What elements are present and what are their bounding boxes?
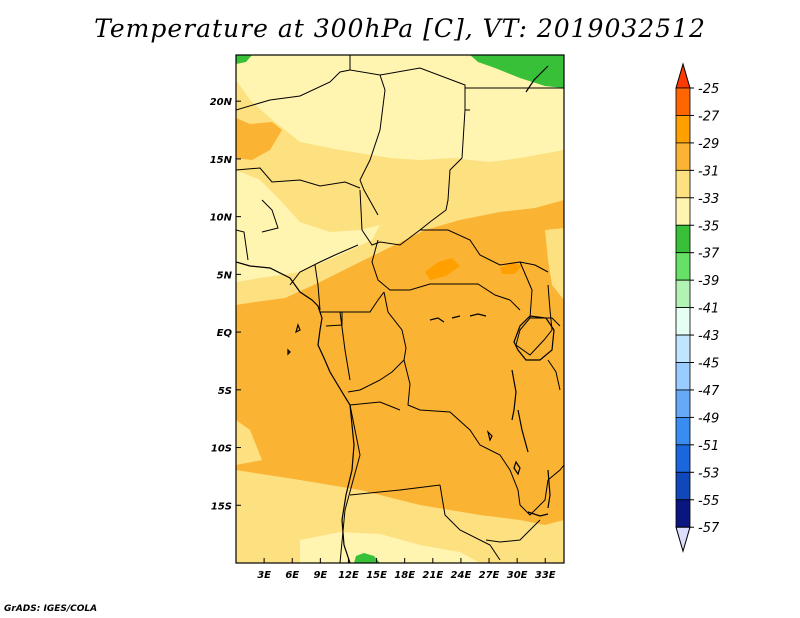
colorbar-swatch	[675, 471, 691, 501]
colorbar-swatch	[675, 279, 691, 308]
x-tick-label: 33E	[535, 570, 556, 581]
colorbar-swatch	[675, 389, 691, 418]
colorbar-label: -45	[698, 357, 719, 372]
country-borders	[236, 55, 564, 563]
colorbar-swatch	[675, 307, 691, 336]
x-tick-label: 18E	[394, 570, 415, 581]
x-tick-label: 24E	[451, 570, 472, 581]
colorbar-swatch	[675, 115, 691, 144]
y-tick-label: 20N	[210, 97, 233, 108]
colorbar-label: -51	[698, 439, 719, 454]
colorbar-label: -37	[698, 247, 720, 262]
x-tick-label: 6E	[285, 570, 299, 581]
x-axis: 3E 6E 9E 12E 15E 18E 21E 24E 27E 30E 33E	[257, 558, 556, 581]
x-tick-label: 9E	[313, 570, 327, 581]
colorbar-label: -31	[698, 164, 719, 179]
y-tick-label: 5S	[218, 386, 232, 397]
x-tick-label: 30E	[507, 570, 528, 581]
colorbar-label: -57	[698, 521, 720, 536]
colorbar-label: -41	[698, 302, 719, 317]
fill-south-33	[300, 532, 480, 563]
x-tick-label: 21E	[422, 570, 443, 581]
colorbar-swatch	[675, 197, 691, 226]
colorbar-swatch	[675, 444, 691, 473]
colorbar-label: -43	[698, 329, 719, 344]
colorbar-swatch	[675, 252, 691, 281]
colorbar-swatch	[675, 499, 691, 528]
y-tick-label: 15N	[210, 155, 233, 166]
y-tick-label: 10S	[211, 444, 232, 455]
map-frame	[235, 54, 565, 564]
x-tick-label: 12E	[338, 570, 359, 581]
colorbar-label: -55	[698, 494, 719, 509]
colorbar-swatch	[675, 169, 691, 199]
colorbar-label: -49	[698, 411, 719, 426]
colorbar-label: -39	[698, 274, 719, 289]
colorbar-label: -25	[698, 82, 719, 97]
colorbar-swatch	[675, 224, 691, 254]
chart-title: Temperature at 300hPa [C], VT: 201903251…	[94, 14, 706, 43]
fill-south-green	[354, 553, 380, 563]
coastlines	[236, 65, 555, 563]
colorbar-swatch	[675, 362, 691, 391]
fill-central-27	[425, 258, 460, 280]
y-tick-label: EQ	[217, 328, 233, 339]
colorbar-top-arrow	[675, 62, 691, 89]
x-tick-label: 27E	[479, 570, 500, 581]
grads-credit: GrADS: IGES/COLA	[4, 604, 98, 614]
fill-north-31-patch	[236, 95, 420, 222]
x-tick-label: 3E	[257, 570, 271, 581]
y-tick-label: 10N	[210, 213, 233, 224]
fill-north-29-patch	[236, 118, 282, 160]
colorbar-label: -27	[698, 109, 720, 124]
colorbar-label: -29	[698, 137, 719, 152]
fill-west-35	[236, 170, 380, 282]
y-tick-label: 5N	[217, 270, 233, 281]
colorbar-label: -47	[698, 384, 720, 399]
colorbar-label: -33	[698, 192, 719, 207]
fill-north-green	[470, 55, 564, 88]
colorbar-swatch	[675, 87, 691, 116]
colorbar-bottom-arrow	[675, 526, 691, 553]
colorbar-label: -53	[698, 466, 719, 481]
colorbar-swatch	[675, 334, 691, 363]
fill-nw-green	[236, 55, 252, 64]
fill-central-27b	[500, 262, 522, 274]
fill-east-31	[545, 228, 564, 300]
fill-north-35	[236, 55, 564, 162]
fill-southwest-31	[236, 420, 262, 465]
y-tick-label: 15S	[211, 501, 232, 512]
x-tick-label: 15E	[366, 570, 387, 581]
colorbar-label: -35	[698, 219, 719, 234]
y-axis: 20N 15N 10N 5N EQ 5S 10S 15S	[210, 97, 241, 512]
colorbar-swatch	[675, 142, 691, 171]
colorbar-swatch	[675, 416, 691, 446]
